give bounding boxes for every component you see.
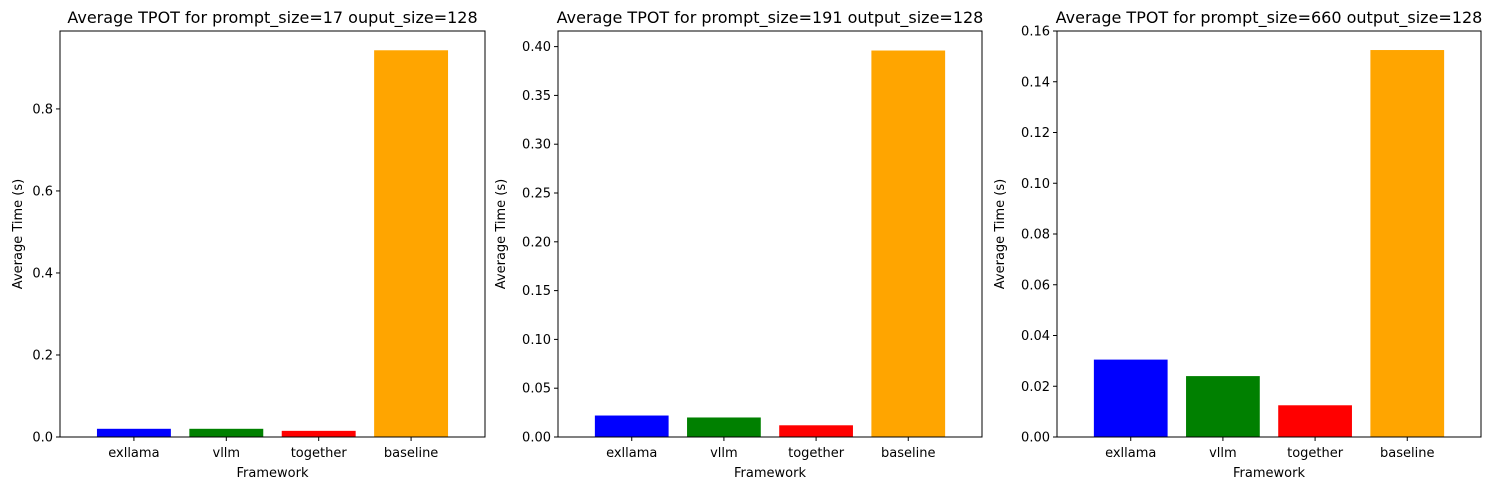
y-tick-label: 0.20 [522,235,551,250]
bar-exllama [1093,359,1168,437]
chart-panel-2: Average TPOT for prompt_size=191 output_… [494,8,983,481]
y-tick-label: 0.02 [1021,380,1050,395]
chart-title: Average TPOT for prompt_size=660 output_… [1056,8,1483,28]
y-tick-label: 0.16 [1021,25,1050,40]
y-tick-label: 0.4 [32,266,53,281]
bar-together [779,425,853,437]
y-tick-label: 0.00 [1021,431,1050,446]
chart-title: Average TPOT for prompt_size=17 ouput_si… [67,8,477,28]
y-axis-label: Average Time (s) [494,179,509,289]
bar-vllm [189,428,264,437]
y-tick-label: 0.10 [1021,177,1050,192]
x-tick-label: vllm [710,446,738,461]
x-tick-label: vllm [1209,446,1237,461]
y-tick-label: 0.40 [522,40,551,55]
plot-frame [59,30,486,438]
chart-title: Average TPOT for prompt_size=191 output_… [557,8,984,28]
y-tick-label: 0.12 [1021,126,1050,141]
y-tick-label: 0.35 [522,89,551,104]
bar-baseline [1370,50,1445,437]
x-axis-label: Framework [1233,466,1305,481]
y-tick-label: 0.14 [1021,75,1050,90]
y-tick-label: 0.8 [32,102,53,117]
bar-baseline [374,50,449,437]
bar-together [1278,405,1352,437]
y-axis-label: Average Time (s) [993,179,1008,289]
chart-panel-1: Average TPOT for prompt_size=17 ouput_si… [11,8,486,481]
plot-frame [1056,30,1482,438]
x-axis-label: Framework [734,466,806,481]
chart-panel-3: Average TPOT for prompt_size=660 output_… [993,8,1482,481]
x-tick-label: baseline [881,446,935,461]
y-tick-label: 0.2 [32,348,53,363]
y-tick-label: 0.06 [1021,278,1050,293]
y-tick-label: 0.25 [522,187,551,202]
bar-exllama [96,428,171,437]
x-tick-label: baseline [384,446,438,461]
y-tick-label: 0.08 [1021,228,1050,243]
y-tick-label: 0.6 [32,184,53,199]
x-tick-label: exllama [606,446,657,461]
x-tick-label: exllama [108,446,159,461]
plot-frame [557,30,983,438]
bar-baseline [871,50,946,438]
x-tick-label: baseline [1380,446,1434,461]
y-axis-label: Average Time (s) [11,179,26,289]
x-tick-label: together [788,446,845,461]
bar-exllama [594,415,669,437]
x-tick-label: together [1287,446,1344,461]
bar-vllm [687,417,761,437]
y-tick-label: 0.15 [522,284,551,299]
bar-together [281,430,356,437]
y-tick-label: 0.04 [1021,329,1050,344]
y-tick-label: 0.05 [522,382,551,397]
x-tick-label: together [291,446,348,461]
y-tick-label: 0.30 [522,138,551,153]
y-tick-label: 0.0 [32,431,53,446]
x-axis-label: Framework [237,466,309,481]
x-tick-label: vllm [213,446,241,461]
bar-vllm [1186,376,1260,437]
y-tick-label: 0.10 [522,333,551,348]
y-tick-label: 0.00 [522,431,551,446]
x-tick-label: exllama [1105,446,1156,461]
